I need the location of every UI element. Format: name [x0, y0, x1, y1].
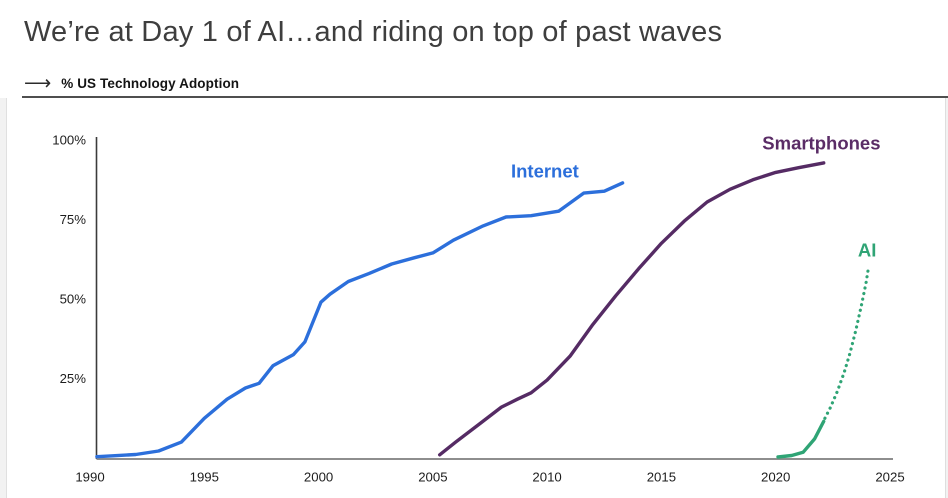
chart-kicker-row: ⟶ % US Technology Adoption — [24, 72, 240, 94]
y-tick-label: 25% — [60, 371, 87, 386]
x-tick-label: 2020 — [761, 470, 790, 485]
y-axis-tick-labels: 100% 75% 50% 25% — [52, 133, 86, 387]
series-line-smartphones — [438, 161, 826, 457]
x-tick-label: 2000 — [304, 470, 333, 485]
y-tick-label: 50% — [60, 292, 87, 307]
panel-left-edge — [0, 98, 7, 498]
series-lines — [95, 161, 870, 459]
series-labels: Internet Smartphones AI — [511, 133, 881, 261]
x-axis-tick-labels: 1990 1995 2000 2005 2010 2015 2020 2025 — [75, 470, 904, 485]
series-line-ai-projected — [823, 267, 870, 420]
x-tick-label: 2025 — [875, 470, 904, 485]
header-divider — [22, 96, 948, 98]
series-label-smartphones: Smartphones — [762, 133, 880, 154]
chart-kicker: % US Technology Adoption — [61, 76, 240, 91]
long-right-arrow-icon: ⟶ — [24, 72, 52, 94]
x-tick-label: 2010 — [532, 470, 561, 485]
x-tick-label: 1995 — [190, 470, 219, 485]
series-line-internet — [95, 181, 625, 459]
x-tick-label: 1990 — [75, 470, 104, 485]
x-tick-label: 2005 — [418, 470, 447, 485]
series-label-ai: AI — [858, 240, 877, 261]
panel-right-edge — [945, 98, 948, 498]
series-label-internet: Internet — [511, 160, 579, 181]
x-tick-label: 2015 — [647, 470, 676, 485]
series-line-ai — [776, 419, 826, 459]
page-title: We’re at Day 1 of AI…and riding on top o… — [24, 16, 723, 48]
y-tick-label: 100% — [52, 133, 86, 148]
y-tick-label: 75% — [60, 212, 87, 227]
